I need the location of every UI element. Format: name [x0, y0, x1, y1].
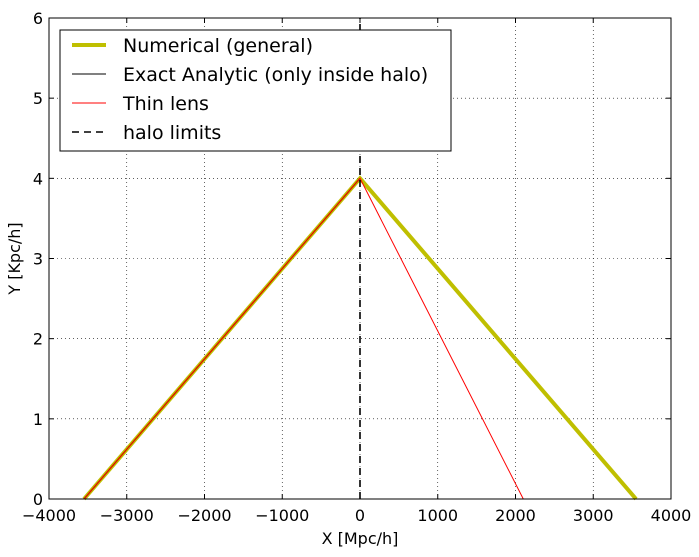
- axis-ticks: [48, 17, 672, 500]
- x-tick-label: −1000: [255, 506, 309, 525]
- legend-label: Thin lens: [122, 93, 209, 115]
- x-tick-label: 2000: [495, 506, 536, 525]
- legend-label: halo limits: [123, 122, 221, 144]
- y-axis-label: Y [Kpc/h]: [5, 222, 24, 295]
- y-tick-label: 0: [33, 490, 43, 509]
- y-tick-label: 5: [33, 89, 43, 108]
- y-tick-label: 3: [33, 250, 43, 269]
- y-tick-label: 4: [33, 169, 43, 188]
- y-tick-label: 1: [33, 410, 43, 429]
- series-line-2: [83, 177, 524, 500]
- x-tick-label: −4000: [22, 506, 76, 525]
- legend-label: Exact Analytic (only inside halo): [123, 64, 428, 86]
- y-tick-label: 2: [33, 330, 43, 349]
- tick-labels: −4000 −3000 −2000 −1000 0 1000 2000 3000 4000 0 1 2…: [22, 9, 691, 525]
- legend-box: [59, 29, 452, 152]
- x-axis-label: X [Mpc/h]: [322, 529, 399, 548]
- x-tick-label: 3000: [573, 506, 614, 525]
- x-tick-label: 1000: [417, 506, 458, 525]
- x-tick-label: 0: [355, 506, 365, 525]
- legend-items: Numerical (general) Exact Analytic (only …: [72, 35, 428, 144]
- y-tick-label: 6: [33, 9, 43, 28]
- x-tick-label: −3000: [100, 506, 154, 525]
- legend-label: Numerical (general): [123, 35, 313, 57]
- x-tick-label: 4000: [651, 506, 692, 525]
- x-tick-label: −2000: [177, 506, 231, 525]
- legend: Numerical (general) Exact Analytic (only …: [59, 29, 452, 152]
